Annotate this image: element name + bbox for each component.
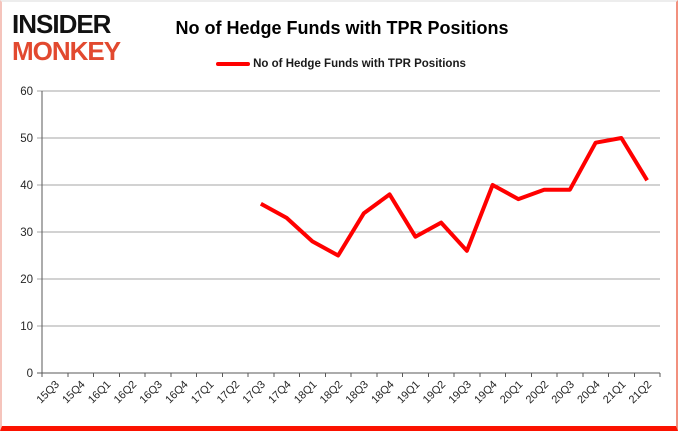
x-axis-tick-label: 18Q2 <box>318 379 346 407</box>
y-axis-tick-label: 60 <box>20 86 33 98</box>
x-axis-tick-label: 17Q2 <box>215 379 243 407</box>
x-axis-tick-label: 16Q2 <box>112 379 140 407</box>
y-axis-tick-label: 10 <box>20 321 33 333</box>
x-axis-tick-label: 18Q4 <box>369 379 397 407</box>
logo-text-insider: INSIDER <box>12 9 111 39</box>
x-axis-tick-label: 17Q4 <box>266 379 294 407</box>
series-line <box>259 136 649 258</box>
x-axis-tick-label: 15Q4 <box>60 379 88 407</box>
legend: No of Hedge Funds with TPR Positions <box>2 58 678 70</box>
legend-line-swatch <box>216 62 251 66</box>
x-axis-tick-label: 21Q1 <box>601 379 629 407</box>
x-axis-tick-label: 19Q3 <box>446 379 474 407</box>
x-axis-tick-label: 20Q2 <box>524 379 552 407</box>
x-axis-tick-label: 19Q1 <box>395 379 423 407</box>
y-axis-tick-label: 40 <box>20 180 33 192</box>
logo-text-monkey: MONKEY <box>12 36 121 66</box>
x-axis-tick-label: 19Q4 <box>472 379 500 407</box>
x-axis-tick-label: 16Q3 <box>137 379 165 407</box>
y-axis-tick-label: 30 <box>20 227 33 239</box>
x-axis-tick-label: 16Q4 <box>163 379 191 407</box>
x-axis-tick-label: 16Q1 <box>86 379 114 407</box>
y-axis-tick-label: 0 <box>27 368 33 380</box>
x-axis-tick-label: 20Q3 <box>549 379 577 407</box>
legend-label: No of Hedge Funds with TPR Positions <box>253 58 466 70</box>
x-axis-tick-label: 20Q4 <box>575 379 603 407</box>
x-axis-tick-label: 18Q3 <box>343 379 371 407</box>
x-axis-tick-label: 15Q3 <box>34 379 62 407</box>
y-axis-tick-label: 50 <box>20 133 33 145</box>
chart-title: No of Hedge Funds with TPR Positions <box>175 18 509 38</box>
insider-monkey-logo: INSIDER MONKEY <box>12 9 121 66</box>
y-axis-tick-label: 20 <box>20 274 33 286</box>
x-axis-tick-label: 19Q2 <box>421 379 449 407</box>
x-axis-tick-label: 17Q1 <box>189 379 217 407</box>
x-axis-tick-label: 17Q3 <box>240 379 268 407</box>
x-axis-tick-label: 20Q1 <box>498 379 526 407</box>
x-axis-tick-label: 18Q1 <box>292 379 320 407</box>
x-axis-tick-label: 21Q2 <box>627 379 655 407</box>
